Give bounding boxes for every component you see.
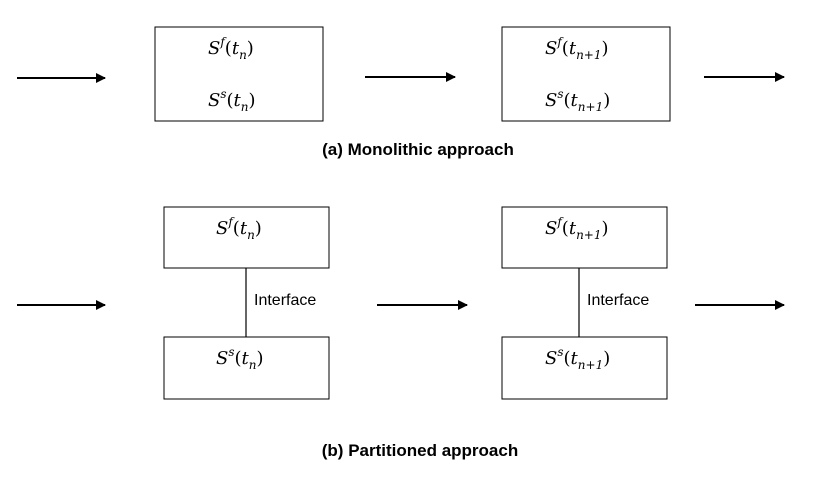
caption-monolithic: (a) Monolithic approach	[322, 140, 514, 159]
part-fluid-box-tn1	[501, 206, 668, 269]
part-fluid-state-tn1: Sf(tn+1)	[545, 215, 609, 242]
mono-fluid-state-tn1: Sf(tn+1)	[545, 35, 609, 62]
mono-solid-state-tn: Ss(tn)	[208, 87, 256, 114]
part-solid-state-tn1: Ss(tn+1)	[545, 345, 610, 372]
interface-label-tn: Interface	[254, 292, 316, 309]
interface-label-tn1: Interface	[587, 292, 649, 309]
mono-box-tn	[154, 26, 324, 122]
part-solid-state-tn: Ss(tn)	[216, 345, 264, 372]
part-fluid-state-tn: Sf(tn)	[216, 215, 262, 242]
mono-solid-state-tn1: Ss(tn+1)	[545, 87, 610, 114]
caption-partitioned: (b) Partitioned approach	[322, 441, 518, 460]
mono-fluid-state-tn: Sf(tn)	[208, 35, 254, 62]
mono-box-tn1	[501, 26, 671, 122]
part-solid-box-tn1	[501, 336, 668, 400]
part-solid-box-tn	[163, 336, 330, 400]
